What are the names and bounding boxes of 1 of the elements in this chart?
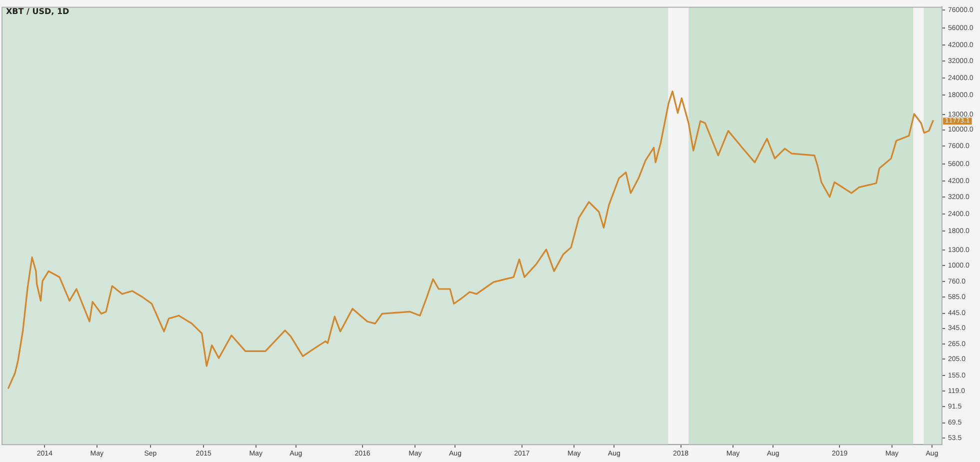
chart-title: XBT / USD, 1D	[6, 7, 70, 16]
